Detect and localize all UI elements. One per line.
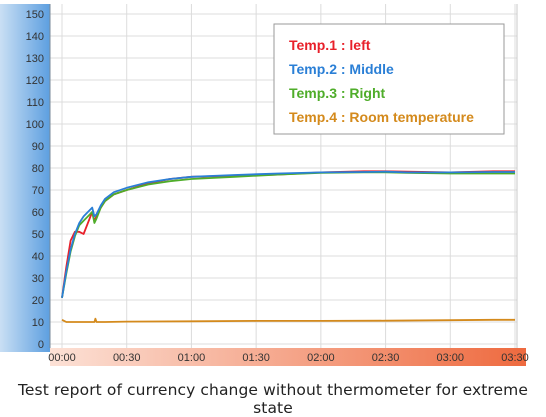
x-tick-label: 03:00 bbox=[437, 352, 465, 364]
x-tick-label: 00:00 bbox=[48, 352, 76, 364]
legend-entry-3: Temp.3 : Right bbox=[289, 85, 386, 101]
y-tick-label: 60 bbox=[32, 207, 44, 219]
x-tick-label: 01:30 bbox=[242, 352, 270, 364]
y-tick-label: 50 bbox=[32, 229, 44, 241]
y-tick-label: 70 bbox=[32, 185, 44, 197]
series-line-4 bbox=[61, 317, 515, 323]
x-axis-band bbox=[50, 348, 526, 366]
x-tick-label: 02:00 bbox=[307, 352, 335, 364]
y-tick-label: 120 bbox=[26, 75, 44, 87]
y-tick-label: 40 bbox=[32, 251, 44, 263]
x-tick-label: 01:00 bbox=[178, 352, 206, 364]
legend-entry-4: Temp.4 : Room temperature bbox=[289, 109, 474, 125]
y-tick-label: 140 bbox=[26, 31, 44, 43]
chart-caption: Test report of currency change without t… bbox=[17, 381, 529, 417]
legend-box bbox=[273, 23, 505, 135]
y-tick-label: 150 bbox=[26, 9, 44, 21]
y-tick-label: 100 bbox=[26, 119, 44, 131]
y-tick-label: 130 bbox=[26, 53, 44, 65]
legend-entry-2: Temp.2 : Middle bbox=[289, 61, 394, 77]
y-tick-label: 90 bbox=[32, 141, 44, 153]
series-line-2 bbox=[61, 170, 515, 298]
y-axis-band bbox=[0, 4, 50, 352]
x-tick-label: 00:30 bbox=[113, 352, 141, 364]
x-tick-label: 03:30 bbox=[501, 352, 529, 364]
x-tick-label: 02:30 bbox=[372, 352, 400, 364]
chart: 0 10 20 30 40 50 60 70 80 90 100 110 120 130 140 150 00:… bbox=[0, 4, 529, 366]
y-tick-label: 10 bbox=[32, 317, 44, 329]
y-tick-label: 80 bbox=[32, 163, 44, 175]
legend-entry-1: Temp.1 : left bbox=[289, 37, 371, 53]
y-tick-label: 110 bbox=[26, 97, 44, 109]
y-tick-label: 0 bbox=[38, 339, 44, 351]
legend: Temp.1 : left Temp.2 : Middle Temp.3 : Rig… bbox=[273, 23, 505, 135]
y-tick-label: 20 bbox=[32, 295, 44, 307]
y-tick-label: 30 bbox=[32, 273, 44, 285]
